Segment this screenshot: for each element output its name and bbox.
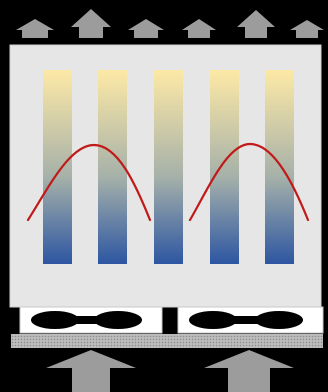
up-arrow-icon	[182, 19, 216, 38]
temperature-curves	[26, 142, 310, 222]
up-arrow-icon	[290, 20, 324, 38]
up-arrow-icon	[16, 19, 54, 38]
heated-bar	[265, 70, 294, 264]
up-arrow-icon	[128, 19, 164, 38]
heated-bar	[154, 70, 183, 264]
up-arrow-icon	[204, 350, 294, 392]
heated-bar	[98, 70, 127, 264]
fan-unit-right	[177, 306, 324, 334]
heated-bar	[43, 70, 72, 264]
fan-unit-left	[19, 306, 163, 334]
up-arrow-icon	[71, 9, 111, 38]
temperature-curve	[188, 142, 310, 222]
temperature-curve	[26, 143, 152, 222]
outflow-arrows	[16, 9, 324, 38]
heated-bars	[43, 70, 294, 264]
fan-icon	[31, 311, 142, 329]
up-arrow-icon	[46, 350, 136, 392]
intake-grille	[11, 334, 323, 348]
fan-icon	[189, 311, 303, 329]
inflow-arrows	[46, 350, 294, 392]
heated-bar	[210, 70, 239, 264]
up-arrow-icon	[237, 10, 275, 38]
